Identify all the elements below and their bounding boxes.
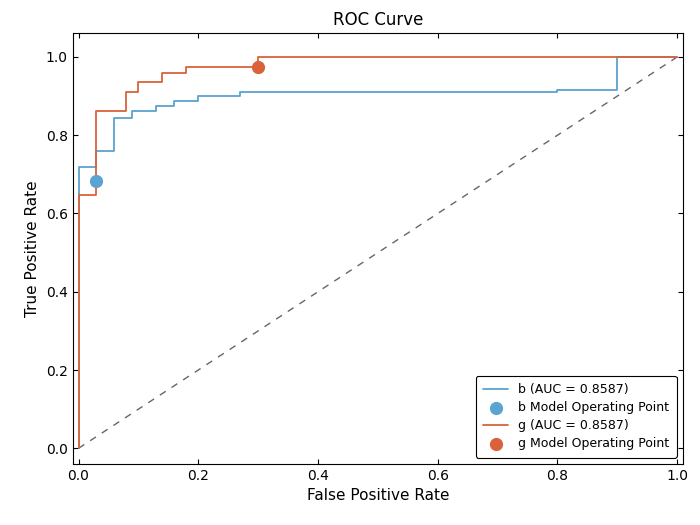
b (AUC = 0.8587) — [236, 89, 244, 96]
g (AUC = 0.8587) — [206, 64, 214, 70]
b (AUC = 0.8587) — [673, 54, 681, 60]
b (AUC = 0.8587) — [553, 87, 561, 93]
g (AUC = 0.8587) — [122, 108, 131, 114]
b (AUC = 0.8587) — [110, 114, 118, 121]
g (AUC = 0.8587) — [182, 64, 190, 70]
b (AUC = 0.8587) — [194, 98, 202, 104]
b (AUC = 0.8587) — [613, 54, 622, 60]
g (AUC = 0.8587) — [158, 79, 167, 86]
g (AUC = 0.8587) — [254, 64, 262, 70]
b (AUC = 0.8587) — [92, 148, 101, 154]
b (AUC = 0.8587) — [613, 87, 622, 93]
b (AUC = 0.8587) — [194, 93, 202, 99]
b (AUC = 0.8587) — [170, 98, 178, 104]
b (AUC = 0.8587) — [553, 89, 561, 96]
g (AUC = 0.8587) — [314, 54, 322, 60]
b (AUC = 0.8587) — [170, 103, 178, 109]
g (AUC = 0.8587) — [134, 79, 143, 86]
Line: b (AUC = 0.8587): b (AUC = 0.8587) — [78, 57, 677, 448]
g (AUC = 0.8587) — [254, 54, 262, 60]
b (AUC = 0.8587) — [152, 108, 160, 114]
g (AUC = 0.8587) — [74, 192, 83, 198]
g (AUC = 0.8587) — [182, 70, 190, 77]
g (AUC = 0.8587) — [314, 54, 322, 60]
Legend: b (AUC = 0.8587), b Model Operating Point, g (AUC = 0.8587), g Model Operating P: b (AUC = 0.8587), b Model Operating Poin… — [476, 376, 677, 458]
g (AUC = 0.8587) — [74, 410, 83, 416]
b (AUC = 0.8587) — [74, 445, 83, 452]
g Model Operating Point — [253, 62, 264, 71]
b Model Operating Point — [91, 177, 102, 186]
g (AUC = 0.8587) — [134, 89, 143, 96]
g (AUC = 0.8587) — [673, 54, 681, 60]
g (AUC = 0.8587) — [92, 108, 101, 114]
g (AUC = 0.8587) — [74, 445, 83, 452]
b (AUC = 0.8587) — [152, 103, 160, 109]
Line: g (AUC = 0.8587): g (AUC = 0.8587) — [78, 57, 677, 448]
Title: ROC Curve: ROC Curve — [332, 11, 423, 29]
b (AUC = 0.8587) — [74, 163, 83, 170]
b (AUC = 0.8587) — [92, 163, 101, 170]
b (AUC = 0.8587) — [128, 114, 136, 121]
g (AUC = 0.8587) — [92, 192, 101, 198]
b (AUC = 0.8587) — [236, 93, 244, 99]
g (AUC = 0.8587) — [122, 89, 131, 96]
g (AUC = 0.8587) — [206, 64, 214, 70]
X-axis label: False Positive Rate: False Positive Rate — [307, 488, 449, 503]
Y-axis label: True Positive Rate: True Positive Rate — [25, 181, 40, 317]
g (AUC = 0.8587) — [158, 70, 167, 77]
b (AUC = 0.8587) — [110, 148, 118, 154]
b (AUC = 0.8587) — [128, 108, 136, 114]
b (AUC = 0.8587) — [74, 228, 83, 234]
